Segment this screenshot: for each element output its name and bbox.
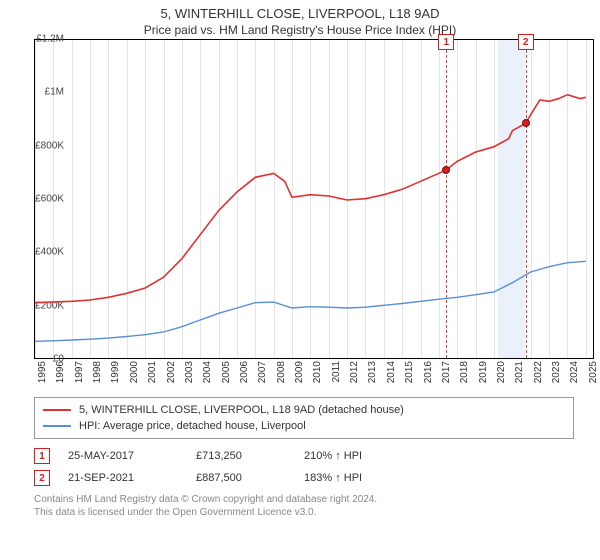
sale-pct: 183% ↑ HPI: [304, 472, 424, 484]
x-tick-label: 2023: [551, 361, 562, 383]
marker-dot: [522, 119, 530, 127]
x-tick-label: 2020: [496, 361, 507, 383]
x-tick-label: 2025: [588, 361, 599, 383]
series-line-price_paid: [35, 95, 586, 303]
x-tick-label: 2009: [294, 361, 305, 383]
x-tick-label: 1999: [110, 361, 121, 383]
legend-swatch: [43, 425, 71, 427]
marker-label: 2: [518, 34, 534, 50]
x-tick-label: 1997: [74, 361, 85, 383]
footer-line: Contains HM Land Registry data © Crown c…: [34, 493, 590, 506]
x-tick-label: 2004: [202, 361, 213, 383]
x-tick-label: 2018: [459, 361, 470, 383]
legend-swatch: [43, 409, 71, 411]
x-tick-label: 2001: [147, 361, 158, 383]
x-tick-label: 2019: [478, 361, 489, 383]
footer: Contains HM Land Registry data © Crown c…: [34, 493, 590, 519]
chart-subtitle: Price paid vs. HM Land Registry's House …: [0, 23, 600, 37]
x-tick-label: 2006: [239, 361, 250, 383]
footer-line: This data is licensed under the Open Gov…: [34, 506, 590, 519]
marker-label: 1: [438, 34, 454, 50]
sale-marker-icon: 2: [34, 470, 50, 486]
x-tick-label: 2021: [514, 361, 525, 383]
x-tick-label: 2013: [367, 361, 378, 383]
x-tick-label: 2002: [166, 361, 177, 383]
marker-dot: [442, 166, 450, 174]
chart-title: 5, WINTERHILL CLOSE, LIVERPOOL, L18 9AD: [0, 6, 600, 21]
x-tick-label: 2011: [331, 361, 342, 383]
sales-row: 2 21-SEP-2021 £887,500 183% ↑ HPI: [34, 467, 574, 489]
series-line-hpi: [35, 261, 586, 341]
x-tick-label: 2007: [257, 361, 268, 383]
sales-row: 1 25-MAY-2017 £713,250 210% ↑ HPI: [34, 445, 574, 467]
x-tick-label: 2017: [441, 361, 452, 383]
x-tick-label: 1998: [92, 361, 103, 383]
legend: 5, WINTERHILL CLOSE, LIVERPOOL, L18 9AD …: [34, 397, 574, 439]
sale-price: £713,250: [196, 450, 286, 462]
legend-label: 5, WINTERHILL CLOSE, LIVERPOOL, L18 9AD …: [79, 404, 404, 416]
sale-marker-icon: 1: [34, 448, 50, 464]
x-tick-label: 2022: [533, 361, 544, 383]
x-tick-label: 2014: [386, 361, 397, 383]
x-tick-label: 2005: [221, 361, 232, 383]
sale-price: £887,500: [196, 472, 286, 484]
sales-table: 1 25-MAY-2017 £713,250 210% ↑ HPI 2 21-S…: [34, 445, 574, 489]
x-tick-label: 2016: [423, 361, 434, 383]
sale-date: 21-SEP-2021: [68, 472, 178, 484]
chart-area: 12 1995199619971998199920002001200220032…: [34, 39, 594, 359]
title-block: 5, WINTERHILL CLOSE, LIVERPOOL, L18 9AD …: [0, 0, 600, 39]
legend-label: HPI: Average price, detached house, Live…: [79, 420, 306, 432]
chart-container: 5, WINTERHILL CLOSE, LIVERPOOL, L18 9AD …: [0, 0, 600, 560]
sale-pct: 210% ↑ HPI: [304, 450, 424, 462]
legend-row: HPI: Average price, detached house, Live…: [43, 418, 565, 434]
legend-row: 5, WINTERHILL CLOSE, LIVERPOOL, L18 9AD …: [43, 402, 565, 418]
x-tick-label: 2008: [276, 361, 287, 383]
plot-region: 12: [34, 39, 594, 359]
sale-date: 25-MAY-2017: [68, 450, 178, 462]
x-tick-label: 2010: [312, 361, 323, 383]
x-tick-label: 2003: [184, 361, 195, 383]
x-tick-label: 2015: [404, 361, 415, 383]
x-tick-label: 2012: [349, 361, 360, 383]
x-tick-label: 2024: [569, 361, 580, 383]
x-tick-label: 2000: [129, 361, 140, 383]
series-svg: [35, 40, 595, 360]
